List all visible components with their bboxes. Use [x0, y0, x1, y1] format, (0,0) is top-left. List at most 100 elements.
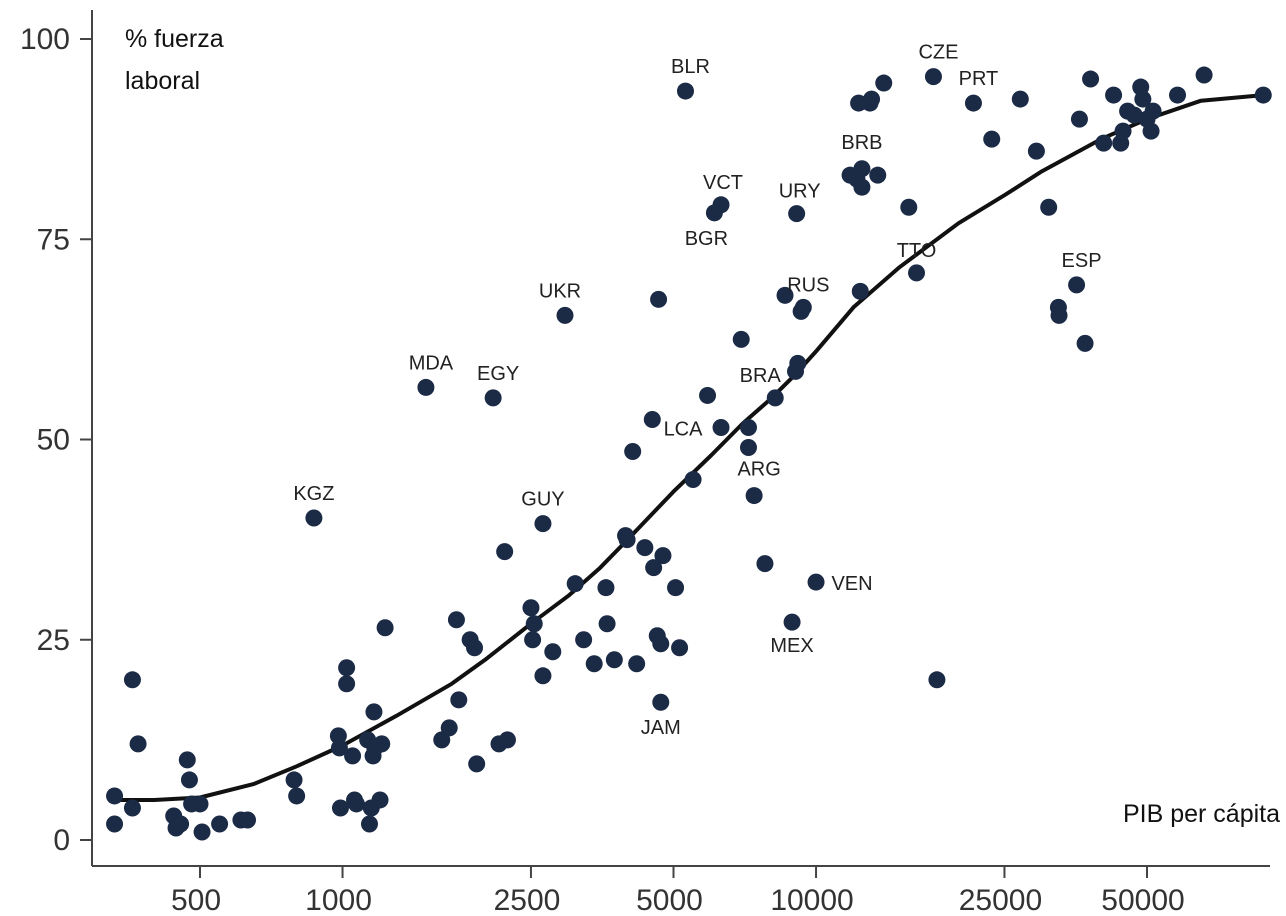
data-point-prt [964, 94, 982, 112]
point-label-bgr: BGR [685, 228, 728, 250]
data-point [652, 635, 670, 653]
data-points [106, 66, 1272, 841]
point-label-brb: BRB [841, 132, 882, 154]
data-point [1050, 306, 1068, 324]
data-point [106, 815, 124, 833]
data-point [875, 74, 893, 92]
x-tick-label: 500 [171, 884, 221, 916]
point-label-lca: LCA [664, 418, 704, 440]
data-point [522, 599, 540, 617]
data-point [654, 547, 672, 565]
point-label-jam: JAM [641, 717, 681, 739]
data-point [1105, 86, 1123, 104]
data-point [338, 675, 356, 693]
data-point-rus [794, 298, 812, 316]
data-point [106, 787, 124, 805]
data-point-lca [712, 418, 730, 436]
data-point-ukr [556, 306, 574, 324]
data-point [172, 815, 190, 833]
data-point [466, 639, 484, 657]
y-tick-label: 50 [37, 424, 70, 457]
data-point [732, 330, 750, 348]
data-point-bgr [705, 204, 723, 222]
y-axis-title-line2: laboral [125, 67, 200, 95]
data-point [624, 443, 642, 461]
data-point [900, 198, 918, 216]
data-point [1195, 66, 1213, 84]
data-point [628, 655, 646, 673]
point-label-prt: PRT [959, 68, 999, 90]
data-point [1254, 86, 1272, 104]
data-point [123, 671, 141, 689]
data-point [1142, 122, 1160, 140]
point-label-kgz: KGZ [293, 483, 334, 505]
data-point [1169, 86, 1187, 104]
point-label-vct: VCT [703, 172, 743, 194]
point-label-blr: BLR [671, 56, 710, 78]
x-tick-label: 50000 [1101, 884, 1184, 916]
y-axis-title-line1: % fuerza [125, 25, 224, 53]
x-tick-label: 5000 [636, 884, 703, 916]
data-point [1040, 198, 1058, 216]
trend-line-group [112, 93, 1266, 802]
data-point [347, 795, 365, 813]
point-label-esp: ESP [1062, 250, 1102, 272]
data-point [575, 631, 593, 649]
data-point [1082, 70, 1100, 88]
x-axis-title: PIB per cápita [1123, 800, 1280, 828]
data-point [180, 771, 198, 789]
data-point-bra [766, 389, 784, 407]
data-point [585, 655, 603, 673]
data-point-mda [417, 378, 435, 396]
data-point [928, 671, 946, 689]
data-point [468, 755, 486, 773]
data-point [239, 811, 257, 829]
data-point [739, 439, 757, 457]
data-point [1011, 90, 1029, 108]
data-point [1027, 142, 1045, 160]
y-tick-label: 25 [37, 624, 70, 657]
data-point [498, 731, 516, 749]
data-point [360, 815, 378, 833]
data-point [1114, 122, 1132, 140]
data-point [756, 555, 774, 573]
data-point-jam [652, 693, 670, 711]
data-point [1095, 134, 1113, 152]
x-tick-label: 1000 [305, 884, 372, 916]
data-point [178, 751, 196, 769]
data-point [851, 282, 869, 300]
data-point-kgz [305, 509, 323, 527]
data-point [450, 691, 468, 709]
data-point [566, 575, 584, 593]
data-point-blr [676, 82, 694, 100]
data-point [191, 795, 209, 813]
axes: 0 25 50 75 100 500 1000 2500 5000 10000 25000 50000 [20, 10, 1270, 916]
data-point [667, 579, 685, 597]
data-point [331, 799, 349, 817]
data-point-brb [853, 160, 871, 178]
point-label-cze: CZE [918, 42, 958, 64]
data-point [534, 667, 552, 685]
data-point [129, 735, 147, 753]
data-point [288, 787, 306, 805]
x-tick-label: 10000 [770, 884, 853, 916]
data-point-tto [908, 264, 926, 282]
data-point [344, 747, 362, 765]
data-point [1070, 110, 1088, 128]
data-point [440, 719, 458, 737]
y-tick-label: 100 [20, 23, 70, 56]
data-point [376, 619, 394, 637]
data-point [373, 735, 391, 753]
data-point-cze [924, 68, 942, 86]
point-label-rus: RUS [787, 274, 829, 296]
data-point [853, 178, 871, 196]
data-point-arg [745, 487, 763, 505]
trend-line [112, 93, 1266, 802]
point-label-egy: EGY [477, 363, 519, 385]
data-point-esp [1068, 276, 1086, 294]
x-tick-label: 2500 [494, 884, 561, 916]
data-point [598, 615, 616, 633]
